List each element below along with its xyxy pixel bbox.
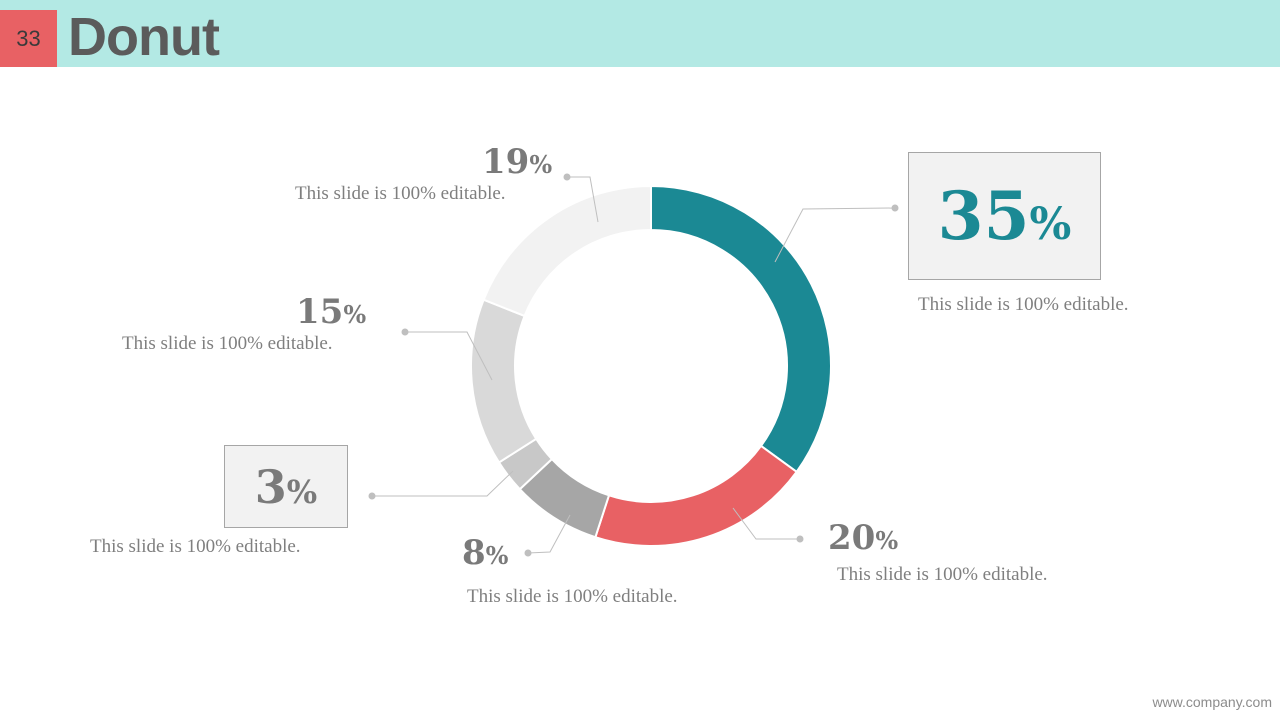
label-35: 35% bbox=[937, 177, 1072, 255]
label-20: 20% bbox=[828, 518, 899, 558]
description-3: This slide is 100% editable. bbox=[90, 536, 301, 557]
label-15: 15% bbox=[296, 292, 367, 332]
page-title: Donut bbox=[68, 7, 220, 67]
description-8: This slide is 100% editable. bbox=[467, 586, 678, 607]
leader-line-35 bbox=[774, 207, 896, 263]
label-19: 19% bbox=[482, 142, 553, 182]
leader-line-15 bbox=[405, 331, 493, 381]
slide-number: 33 bbox=[0, 10, 57, 67]
description-35: This slide is 100% editable. bbox=[918, 294, 1129, 315]
donut-slice-19 bbox=[482, 184, 652, 318]
leader-dot-8 bbox=[524, 549, 532, 557]
donut-slice-20 bbox=[594, 444, 799, 547]
label-3: 3% bbox=[254, 459, 318, 514]
leader-dot-3 bbox=[368, 492, 376, 500]
description-19: This slide is 100% editable. bbox=[295, 183, 506, 204]
leader-dot-19 bbox=[563, 173, 571, 181]
highlight-box-3: 3% bbox=[224, 445, 348, 528]
leader-line-19 bbox=[567, 176, 599, 223]
header-bar bbox=[0, 0, 1280, 67]
label-8: 8% bbox=[462, 533, 509, 573]
leader-line-20 bbox=[732, 507, 800, 540]
donut-slice-35 bbox=[650, 184, 832, 474]
leader-dot-15 bbox=[401, 328, 409, 336]
leader-line-8 bbox=[527, 514, 571, 554]
description-20: This slide is 100% editable. bbox=[837, 564, 1048, 585]
donut-slice-15 bbox=[470, 298, 538, 464]
footer-url: www.company.com bbox=[1152, 694, 1272, 710]
leader-dot-35 bbox=[891, 204, 899, 212]
leader-dot-20 bbox=[796, 535, 804, 543]
description-15: This slide is 100% editable. bbox=[122, 333, 333, 354]
leader-line-3 bbox=[372, 470, 514, 497]
highlight-box-35: 35% bbox=[908, 152, 1101, 280]
